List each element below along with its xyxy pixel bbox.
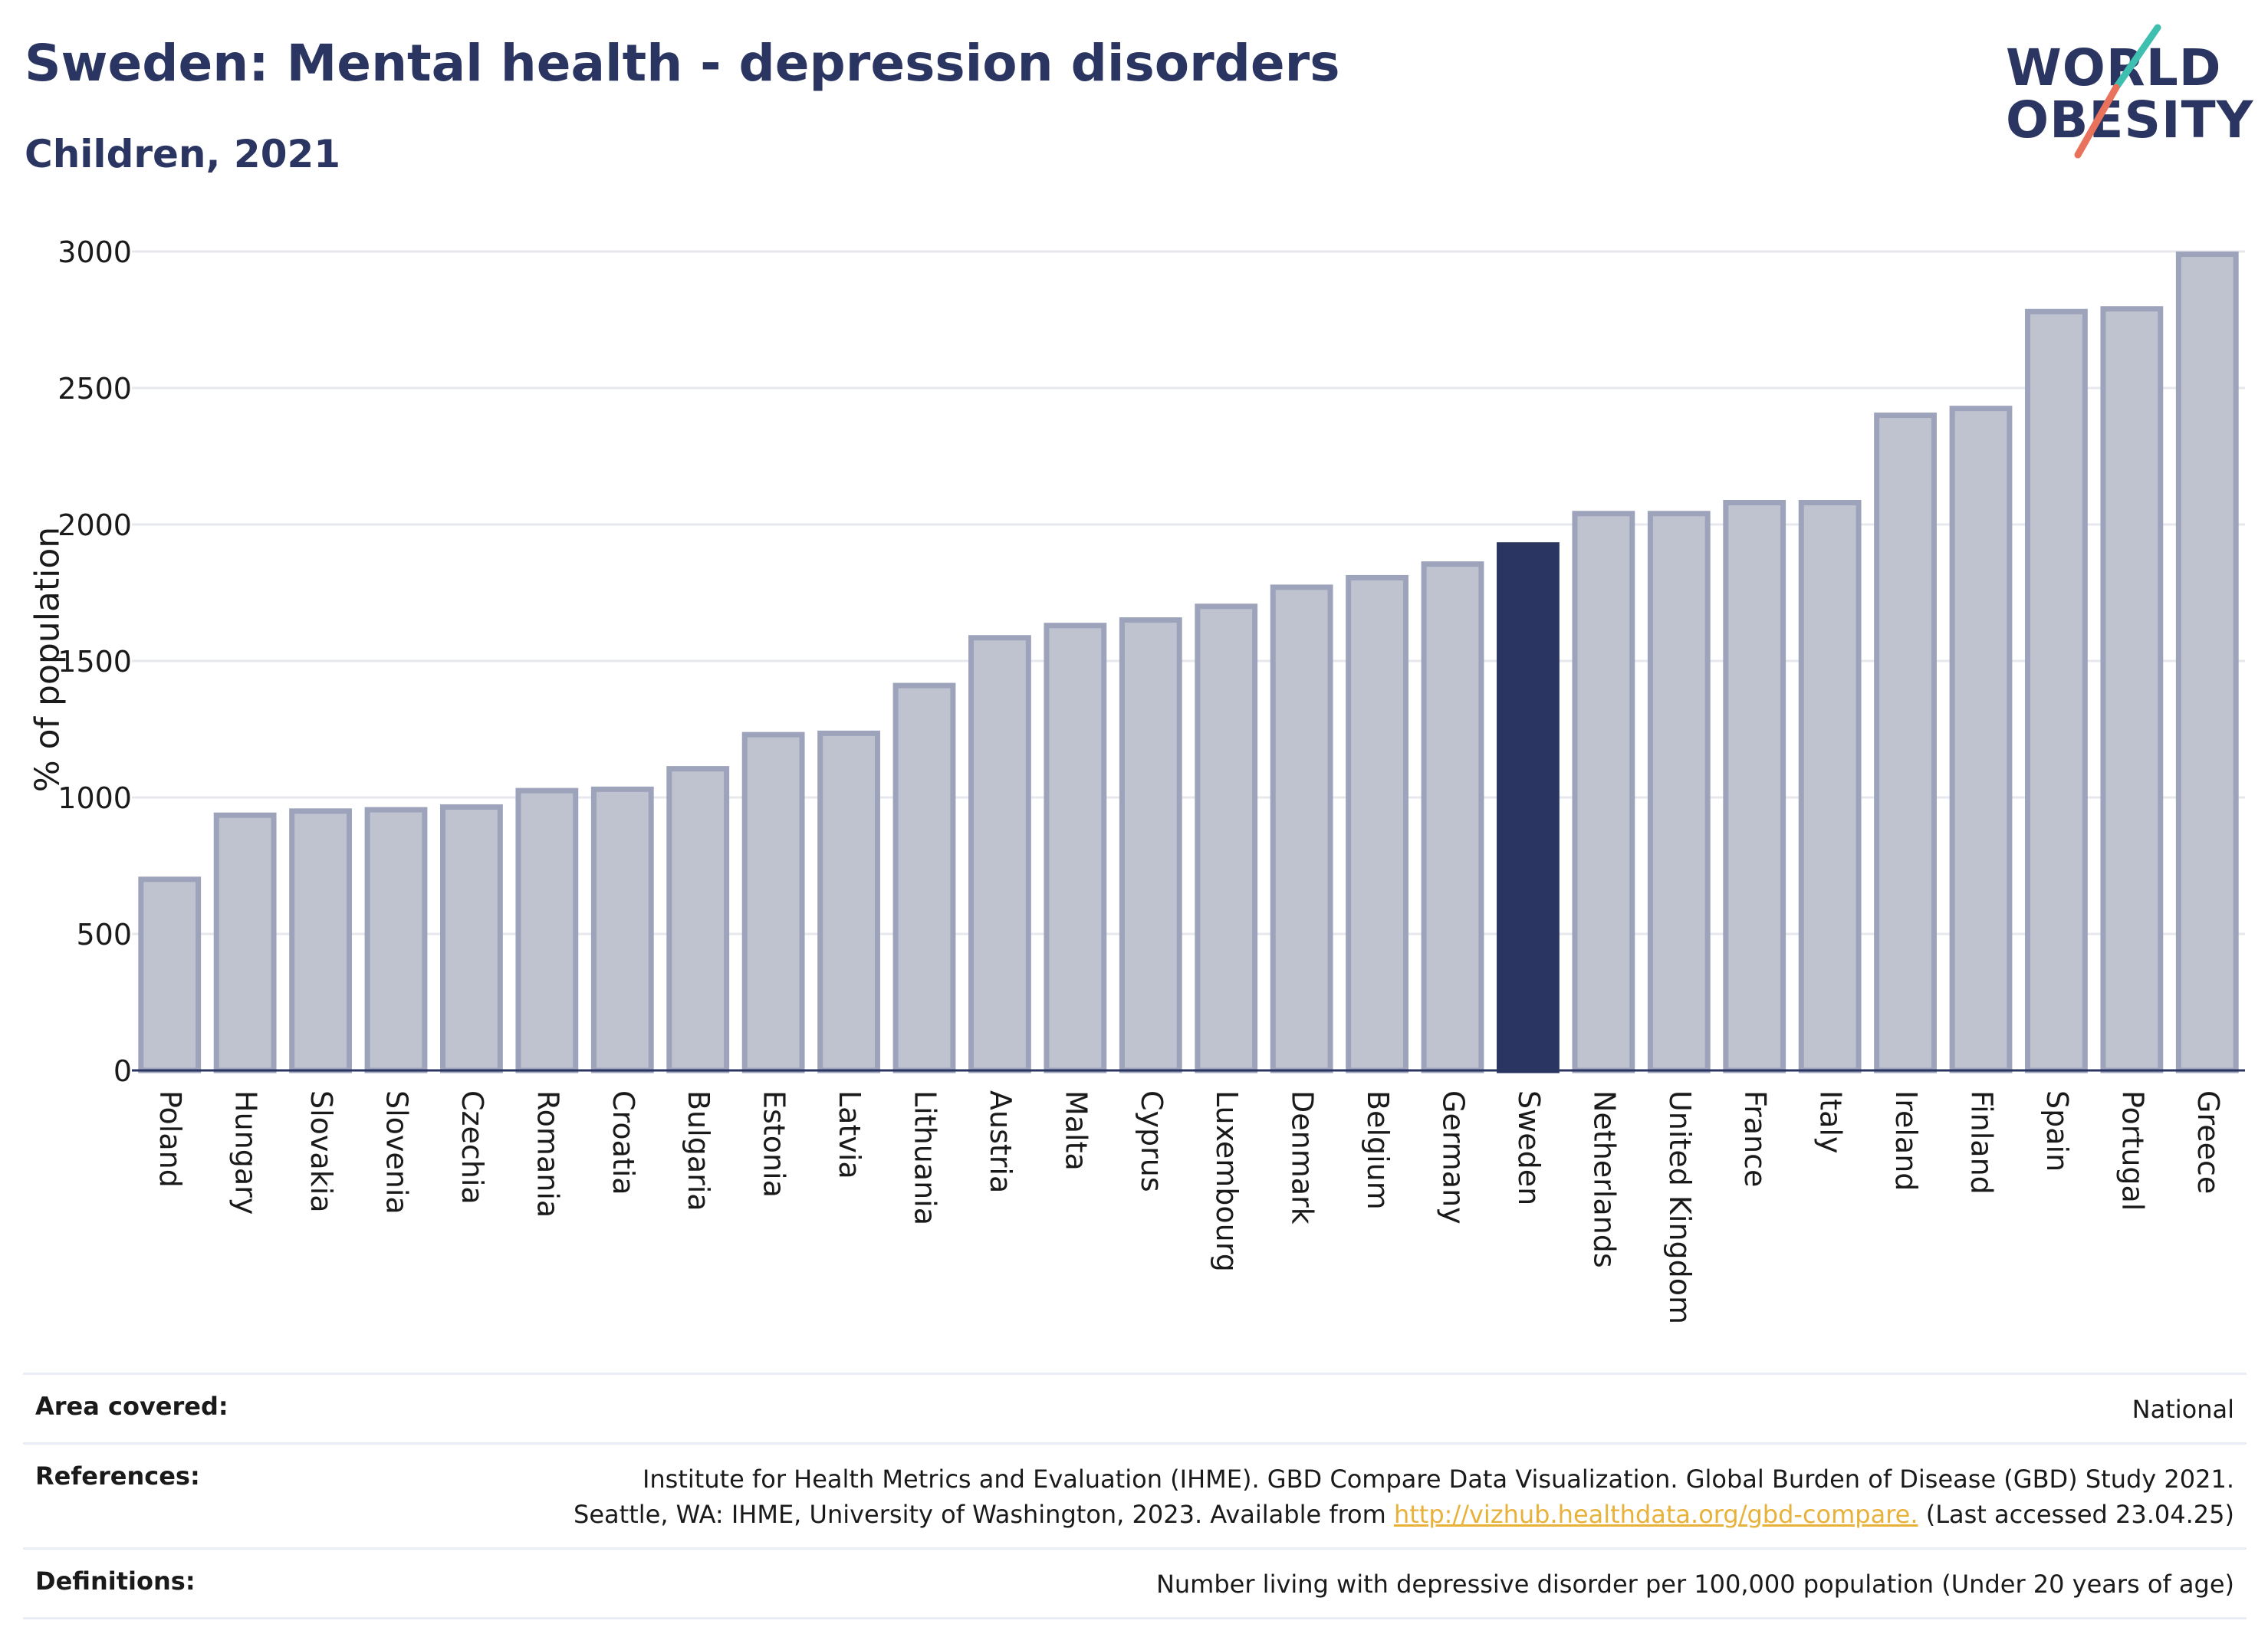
x-tick-label: Hungary — [229, 1090, 263, 1215]
y-tick-label: 500 — [76, 918, 132, 952]
bar-netherlands — [1572, 511, 1635, 1073]
bar-france — [1723, 500, 1786, 1073]
bar-poland — [138, 876, 202, 1073]
bar-germany — [1421, 561, 1484, 1073]
references-link[interactable]: http://vizhub.healthdata.org/gbd-compare… — [1393, 1500, 1918, 1529]
x-tick-label: Czechia — [455, 1090, 489, 1205]
x-tick-label: Austria — [984, 1090, 1017, 1193]
x-tick-label: Estonia — [758, 1090, 791, 1198]
bar-hungary — [213, 812, 277, 1073]
x-tick-label: Slovenia — [380, 1090, 414, 1215]
x-tick-label: Italy — [1814, 1090, 1848, 1153]
page-subtitle: Children, 2021 — [25, 132, 341, 176]
area-covered-value: National — [2132, 1395, 2234, 1424]
bar-latvia — [817, 730, 880, 1073]
bar-czechia — [440, 804, 503, 1073]
x-tick-label: Romania — [531, 1090, 564, 1218]
bar-bulgaria — [666, 766, 730, 1073]
bar-romania — [515, 787, 579, 1073]
x-tick-label: Bulgaria — [682, 1090, 715, 1212]
references-line-2-pre: Seattle, WA: IHME, University of Washing… — [574, 1500, 1394, 1529]
bar-malta — [1044, 623, 1107, 1073]
x-tick-label: Greece — [2191, 1090, 2225, 1194]
logo-slash-icon — [2074, 24, 2161, 159]
x-tick-label: Luxembourg — [1210, 1090, 1244, 1272]
y-tick-label: 0 — [113, 1054, 132, 1088]
bar-lithuania — [892, 682, 956, 1073]
x-tick-label: Denmark — [1286, 1090, 1320, 1225]
x-tick-label: Spain — [2040, 1090, 2074, 1172]
bar-finland — [1949, 406, 2013, 1073]
bar-sweden — [1497, 542, 1560, 1073]
x-tick-label: Germany — [1437, 1090, 1471, 1225]
bars — [138, 252, 2239, 1073]
x-tick-label: Croatia — [606, 1090, 640, 1195]
y-tick-labels: 0 500 1000 1500 2000 2500 3000 — [58, 235, 132, 1088]
y-tick-label: 1000 — [58, 781, 132, 815]
x-tick-label: Finland — [1965, 1090, 1999, 1195]
x-tick-label: Cyprus — [1135, 1090, 1169, 1192]
info-row-references: References: Institute for Health Metrics… — [23, 1442, 2247, 1547]
bar-spain — [2025, 308, 2088, 1073]
info-table: Area covered: National References: Insti… — [23, 1373, 2247, 1619]
area-covered-label: Area covered: — [35, 1392, 228, 1421]
x-tick-label: Latvia — [833, 1090, 866, 1179]
references-value: Institute for Health Metrics and Evaluat… — [574, 1461, 2234, 1532]
bar-ireland — [1874, 413, 1937, 1073]
world-obesity-logo: WORLD OBESITY — [1994, 23, 2253, 161]
info-row-definitions: Definitions: Number living with depressi… — [23, 1547, 2247, 1619]
y-tick-label: 2500 — [58, 372, 132, 406]
bar-chart: 0 500 1000 1500 2000 2500 3000 Poland Hungary Sl… — [58, 235, 2245, 1324]
x-tick-label: Lithuania — [909, 1090, 942, 1225]
x-tick-label: Belgium — [1361, 1090, 1395, 1210]
bar-austria — [968, 635, 1031, 1073]
bar-united-kingdom — [1647, 511, 1711, 1073]
bar-italy — [1798, 500, 1862, 1073]
x-tick-label: France — [1738, 1090, 1772, 1187]
logo-line-2: OBESITY — [2006, 90, 2254, 150]
x-tick-label: Slovakia — [304, 1090, 338, 1213]
x-tick-label: Sweden — [1512, 1090, 1546, 1205]
bar-cyprus — [1119, 617, 1182, 1073]
definitions-value: Number living with depressive disorder p… — [1155, 1570, 2234, 1599]
bar-croatia — [590, 786, 654, 1073]
x-tick-label: United Kingdom — [1663, 1090, 1697, 1324]
x-tick-labels: Poland Hungary Slovakia Slovenia Czechia Roma… — [153, 1090, 2225, 1324]
x-tick-label: Malta — [1059, 1090, 1093, 1171]
x-tick-label: Portugal — [2115, 1090, 2149, 1211]
bar-portugal — [2100, 306, 2164, 1073]
references-label: References: — [35, 1461, 200, 1491]
x-tick-label: Netherlands — [1587, 1090, 1621, 1268]
references-line-2-post: (Last accessed 23.04.25) — [1918, 1500, 2234, 1529]
bar-luxembourg — [1195, 603, 1258, 1073]
bar-denmark — [1270, 584, 1333, 1073]
bar-estonia — [741, 732, 805, 1073]
y-tick-label: 2000 — [58, 508, 132, 542]
x-tick-label: Ireland — [1889, 1090, 1923, 1191]
bar-slovakia — [289, 808, 352, 1073]
bar-belgium — [1346, 574, 1408, 1073]
y-tick-label: 1500 — [58, 645, 132, 679]
references-line-1: Institute for Health Metrics and Evaluat… — [642, 1465, 2234, 1494]
y-axis-label: % of population — [28, 526, 67, 793]
bar-slovenia — [364, 807, 428, 1073]
x-tick-label: Poland — [153, 1090, 187, 1188]
definitions-label: Definitions: — [35, 1567, 196, 1596]
info-row-area: Area covered: National — [23, 1373, 2247, 1442]
y-tick-label: 3000 — [58, 235, 132, 269]
page-title: Sweden: Mental health - depression disor… — [25, 34, 1340, 93]
bar-greece — [2175, 252, 2239, 1073]
